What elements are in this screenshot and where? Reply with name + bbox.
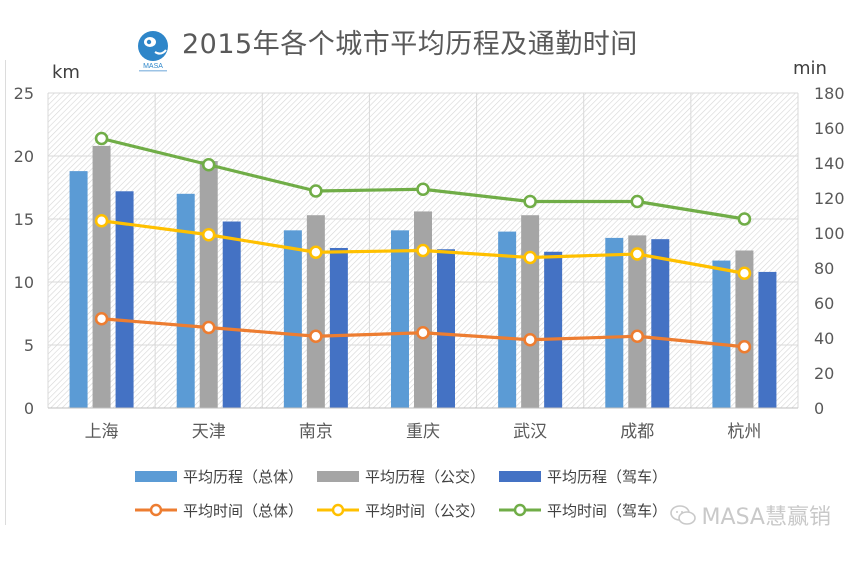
bar <box>605 237 624 408</box>
y-right-tick-label: 60 <box>814 294 834 313</box>
bar <box>222 221 241 408</box>
y-right-tick-label: 20 <box>814 364 834 383</box>
y-right-tick-label: 0 <box>814 399 824 418</box>
legend-item-bar-car: 平均历程（驾车） <box>499 466 667 487</box>
legend-item-line-car: 平均时间（驾车） <box>499 500 667 521</box>
chart-title: 2015年各个城市平均历程及通勤时间 <box>182 29 638 60</box>
data-point <box>630 194 645 209</box>
legend-item-line-bus: 平均时间（公交） <box>317 500 485 521</box>
data-point <box>737 212 752 226</box>
data-point <box>737 266 752 281</box>
axes: 0 5 10 15 20 25 0 20 40 60 80 100 120 140 160 180 上海 天津 南京… <box>14 84 845 442</box>
lines <box>94 131 752 354</box>
x-tick-label: 南京 <box>299 422 333 442</box>
left-axis-unit: km <box>52 62 80 83</box>
legend-swatch <box>499 470 542 482</box>
right-axis-unit: min <box>793 58 827 79</box>
data-point <box>309 329 323 344</box>
left-border-line <box>5 60 6 525</box>
bar <box>92 145 111 409</box>
y-left-tick-label: 25 <box>14 84 34 103</box>
bar <box>651 239 670 408</box>
legend-swatch <box>135 503 177 517</box>
bar <box>544 251 563 408</box>
legend-row-lines: 平均时间（总体） 平均时间（公交） 平均时间（驾车） <box>135 493 835 527</box>
watermark: MASA慧赢销 <box>669 499 831 531</box>
masa-logo: MASA <box>133 28 173 74</box>
data-point <box>94 131 109 146</box>
bar <box>115 191 134 408</box>
bar <box>69 171 88 408</box>
legend-item-bar-bus: 平均历程（公交） <box>317 466 485 487</box>
data-point <box>201 320 216 335</box>
data-point <box>630 329 645 344</box>
y-right-tick-label: 140 <box>814 154 845 173</box>
data-point <box>201 157 216 172</box>
legend-label: 平均时间（公交） <box>365 501 486 520</box>
legend-swatch <box>499 503 542 517</box>
y-left-tick-label: 15 <box>14 210 34 229</box>
y-left-tick-label: 5 <box>24 336 34 355</box>
data-point <box>416 325 430 340</box>
bar <box>735 250 754 408</box>
legend-item-bar-total: 平均历程（总体） <box>135 466 303 487</box>
data-point <box>94 213 109 228</box>
x-tick-label: 杭州 <box>727 422 761 442</box>
data-point <box>737 339 752 354</box>
x-tick-label: 武汉 <box>513 422 547 442</box>
y-left-tick-label: 20 <box>14 147 34 166</box>
legend-label: 平均历程（驾车） <box>547 467 668 486</box>
watermark-text: MASA慧赢销 <box>701 505 831 530</box>
bar <box>498 231 517 408</box>
data-point <box>416 182 430 197</box>
wechat-icon <box>669 505 696 525</box>
legend-swatch <box>317 503 360 517</box>
y-right-tick-label: 120 <box>814 189 845 208</box>
legend-swatch <box>135 470 177 482</box>
data-point <box>309 184 323 198</box>
legend-label: 平均历程（公交） <box>365 467 486 486</box>
data-point <box>523 194 537 209</box>
bars <box>69 145 777 409</box>
bar <box>306 215 325 408</box>
y-left-tick-label: 10 <box>14 273 34 292</box>
data-point <box>94 311 109 326</box>
y-right-tick-label: 40 <box>814 329 834 348</box>
data-point <box>630 247 645 261</box>
y-right-tick-label: 180 <box>814 84 845 103</box>
x-tick-label: 成都 <box>620 422 654 442</box>
legend-label: 平均时间（总体） <box>183 501 304 520</box>
bar <box>414 211 432 408</box>
data-point <box>201 227 216 242</box>
bar <box>329 247 348 408</box>
legend: 平均历程（总体） 平均历程（公交） 平均历程（驾车） 平均时间（总体） 平均时间… <box>135 459 835 527</box>
bar <box>628 235 647 408</box>
x-tick-label: 天津 <box>192 422 226 442</box>
legend-label: 平均时间（驾车） <box>547 501 668 520</box>
y-right-tick-label: 160 <box>814 119 845 138</box>
bar <box>712 260 731 408</box>
bar <box>283 230 302 408</box>
y-right-tick-label: 100 <box>814 224 845 243</box>
legend-label: 平均历程（总体） <box>183 467 304 486</box>
x-tick-label: 重庆 <box>406 422 440 442</box>
data-point <box>309 245 323 260</box>
legend-swatch <box>317 470 360 482</box>
bar <box>391 230 409 408</box>
legend-item-line-total: 平均时间（总体） <box>135 500 303 521</box>
bar <box>758 271 777 408</box>
data-point <box>416 243 430 258</box>
bar <box>521 215 540 408</box>
y-right-tick-label: 80 <box>814 259 834 278</box>
data-point <box>523 250 537 265</box>
bar <box>199 161 218 408</box>
x-tick-label: 上海 <box>85 422 119 442</box>
legend-row-bars: 平均历程（总体） 平均历程（公交） 平均历程（驾车） <box>135 459 835 493</box>
bar <box>176 193 195 408</box>
svg-text:MASA: MASA <box>143 63 163 70</box>
bar <box>437 249 455 408</box>
y-left-tick-label: 0 <box>24 399 34 418</box>
data-point <box>523 332 537 347</box>
